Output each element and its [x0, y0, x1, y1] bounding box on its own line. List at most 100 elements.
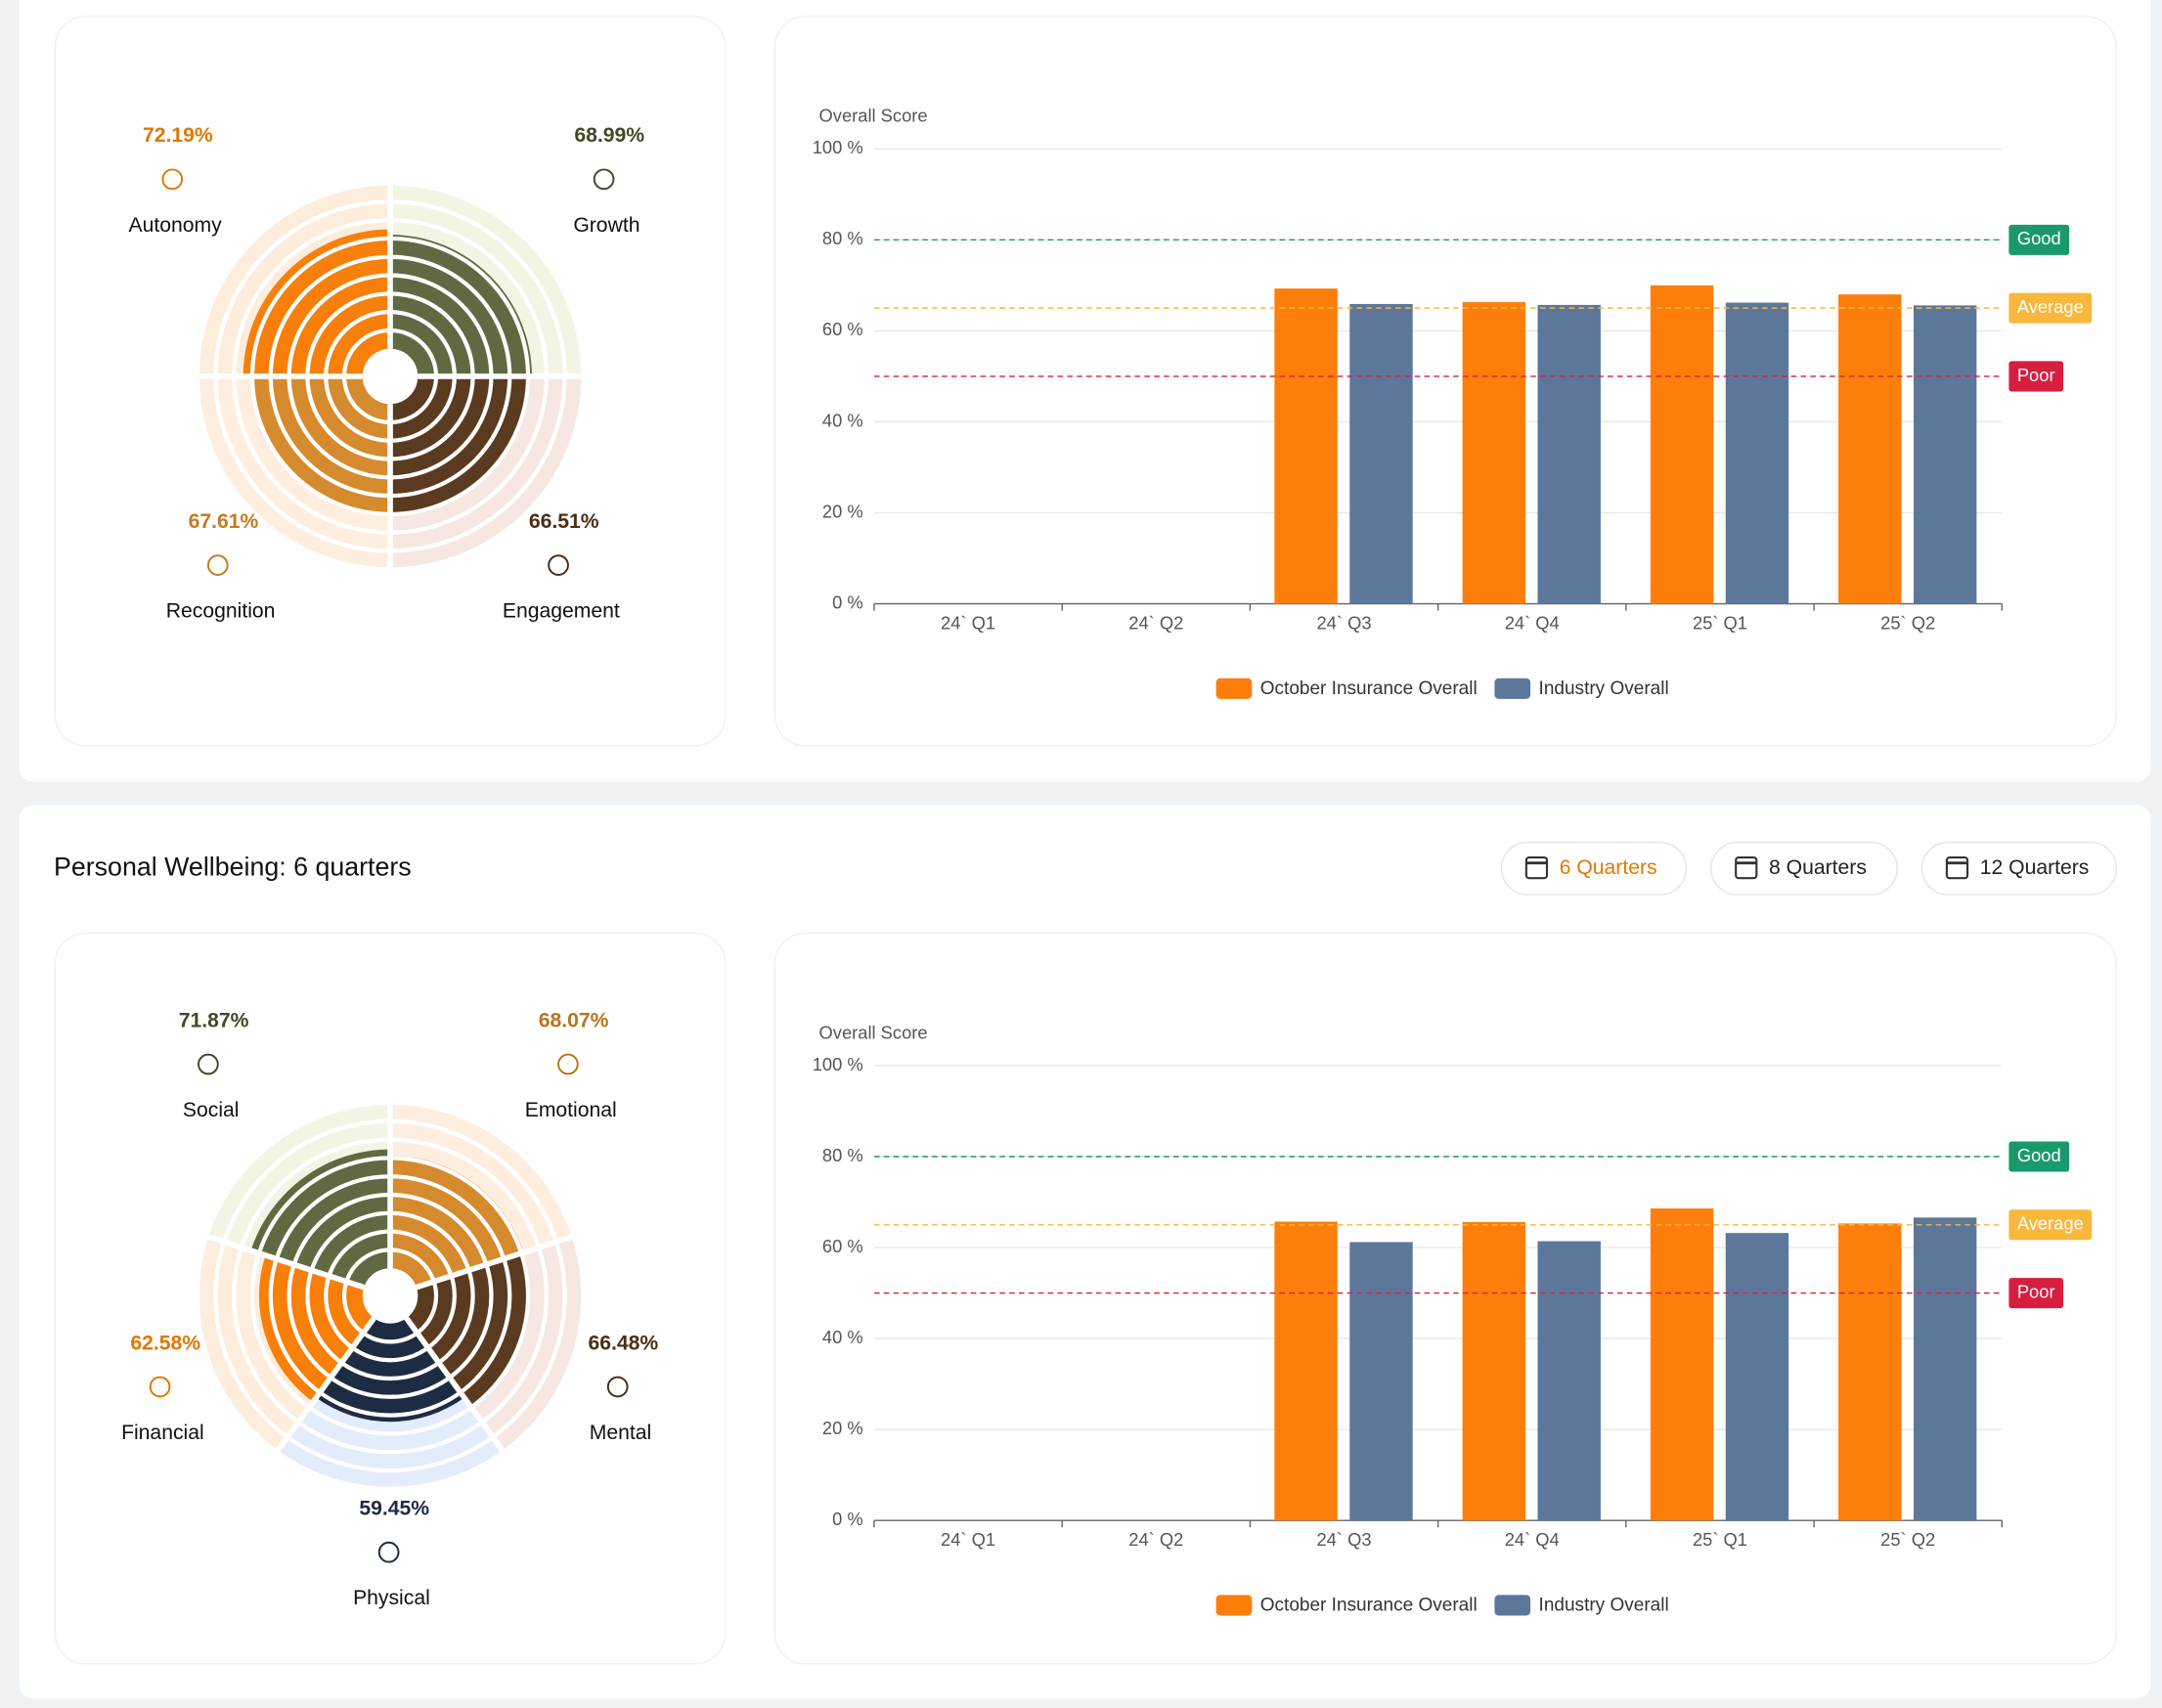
- legend-swatch: [1494, 678, 1531, 699]
- calendar-icon: [1735, 855, 1758, 880]
- legend-label: Industry Overall: [1539, 679, 1669, 699]
- category-label: Growth: [573, 214, 640, 237]
- bar: [1650, 1208, 1714, 1521]
- x-tick-label: 24` Q4: [1505, 1529, 1560, 1550]
- bar: [1913, 1217, 1977, 1521]
- quarter-button[interactable]: 12 Quarters: [1920, 841, 2118, 896]
- x-tick-label: 25` Q1: [1693, 1529, 1747, 1550]
- bar: [1537, 1241, 1601, 1521]
- category-icon: [161, 168, 184, 191]
- x-tick-label: 25` Q2: [1880, 1529, 1935, 1550]
- y-tick-label: 100 %: [813, 137, 863, 157]
- bar: [1462, 302, 1526, 604]
- x-tick-label: 25` Q2: [1880, 613, 1935, 634]
- reference-label: Good: [2017, 1145, 2061, 1165]
- reference-badge: [2008, 292, 2093, 324]
- axis-title: Overall Score: [819, 106, 928, 126]
- bar: [1725, 302, 1789, 604]
- calendar-icon: [1524, 855, 1549, 880]
- x-tick-label: 24` Q3: [1316, 1529, 1371, 1550]
- reference-badge: [2008, 1141, 2070, 1172]
- y-tick-label: 0 %: [832, 591, 863, 612]
- y-tick-label: 60 %: [822, 1236, 863, 1256]
- value-label: 71.87%: [179, 1009, 249, 1031]
- sector-gap: [202, 1232, 366, 1291]
- category-icon: [557, 1053, 579, 1075]
- legend-swatch: [1494, 1595, 1531, 1616]
- y-tick-label: 20 %: [822, 501, 863, 521]
- y-tick-label: 40 %: [822, 410, 863, 430]
- sector: [316, 1318, 464, 1423]
- button-frame: [1710, 841, 1898, 896]
- category-icon: [149, 1376, 171, 1398]
- x-tick-label: 24` Q2: [1128, 613, 1183, 634]
- button-frame: [1920, 841, 2118, 896]
- value-label: 66.51%: [529, 510, 599, 533]
- sector-gap: [273, 1316, 376, 1457]
- reference-label: Poor: [2017, 1281, 2055, 1301]
- reference-label: Poor: [2017, 365, 2055, 385]
- value-label: 68.07%: [539, 1009, 609, 1031]
- category-label: Recognition: [166, 600, 276, 623]
- x-tick-label: 24` Q1: [941, 613, 995, 634]
- y-tick-label: 60 %: [822, 319, 863, 339]
- value-label: 68.99%: [574, 124, 644, 147]
- y-tick-label: 100 %: [813, 1054, 863, 1074]
- sector-gap: [404, 1316, 507, 1457]
- legend-swatch: [1215, 1595, 1253, 1616]
- bar: [1462, 1221, 1526, 1521]
- hole: [362, 1268, 419, 1324]
- category-label: Mental: [590, 1422, 651, 1444]
- legend-label: Industry Overall: [1539, 1596, 1669, 1616]
- content: Personal Wellbeing: 6 quarters 6 Quarter…: [19, 0, 2151, 1699]
- value-label: 67.61%: [189, 510, 259, 533]
- category-icon: [593, 168, 615, 191]
- sector: [243, 229, 391, 376]
- category-label: Financial: [121, 1422, 204, 1444]
- category-icon: [606, 1376, 629, 1398]
- y-tick-label: 20 %: [822, 1418, 863, 1438]
- hole: [362, 348, 419, 405]
- legend-label: October Insurance Overall: [1260, 1596, 1478, 1616]
- axis-title: Overall Score: [819, 1022, 928, 1042]
- category-label: Engagement: [503, 600, 620, 623]
- bar: [1274, 1221, 1338, 1521]
- category-icon: [206, 554, 229, 576]
- value-label: 62.58%: [130, 1332, 200, 1354]
- x-tick-label: 24` Q1: [941, 1529, 995, 1550]
- category-icon: [377, 1541, 400, 1563]
- bar: [1913, 305, 1977, 604]
- bar: [1274, 288, 1338, 604]
- bar: [1838, 1223, 1902, 1521]
- category-label: Emotional: [525, 1099, 617, 1121]
- bar: [1349, 303, 1413, 604]
- x-tick-label: 24` Q4: [1505, 613, 1560, 634]
- y-tick-label: 40 %: [822, 1327, 863, 1347]
- y-tick-label: 80 %: [822, 228, 863, 248]
- bar: [1725, 1233, 1789, 1521]
- quarter-button[interactable]: 6 Quarters: [1500, 841, 1688, 896]
- button-label: 6 Quarters: [1560, 856, 1657, 879]
- sector: [390, 375, 528, 514]
- bar: [1650, 285, 1714, 604]
- reference-label: Average: [2017, 296, 2084, 317]
- value-label: 66.48%: [588, 1332, 658, 1354]
- legend-swatch: [1215, 678, 1253, 699]
- calendar-icon: [1945, 855, 1969, 880]
- bar: [1349, 1242, 1413, 1521]
- section-title: Personal Wellbeing: 6 quarters: [54, 852, 412, 881]
- category-icon: [548, 554, 569, 576]
- button-label: 8 Quarters: [1769, 856, 1867, 879]
- x-tick-label: 24` Q2: [1128, 1529, 1183, 1550]
- y-tick-label: 0 %: [832, 1509, 863, 1529]
- bar: [1838, 294, 1902, 604]
- x-tick-label: 24` Q3: [1316, 613, 1371, 634]
- category-label: Physical: [353, 1587, 430, 1609]
- legend-label: October Insurance Overall: [1260, 679, 1478, 699]
- button-label: 12 Quarters: [1980, 856, 2090, 879]
- quarter-button[interactable]: 8 Quarters: [1710, 841, 1898, 896]
- reference-label: Average: [2017, 1213, 2084, 1234]
- button-frame: [1500, 841, 1688, 896]
